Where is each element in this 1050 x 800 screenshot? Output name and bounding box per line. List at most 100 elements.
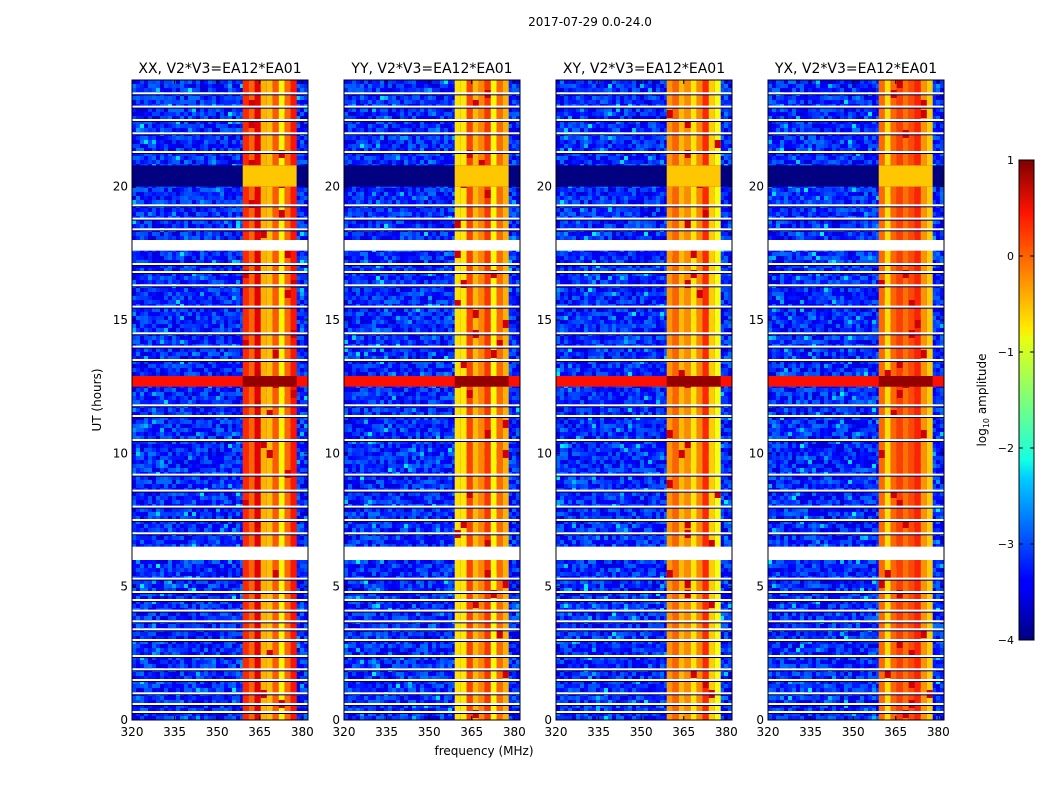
heatmap-cell xyxy=(148,296,152,300)
heatmap-cell xyxy=(224,464,228,468)
heatmap-cell xyxy=(188,388,192,392)
heatmap-cell xyxy=(236,316,240,320)
heatmap-cell xyxy=(220,340,224,344)
heatmap-cell xyxy=(204,224,208,228)
heatmap-cell xyxy=(180,460,184,464)
heatmap-cell xyxy=(236,500,240,504)
heatmap-cell xyxy=(212,408,216,412)
heatmap-cell xyxy=(148,412,152,416)
heatmap-cell xyxy=(240,348,244,352)
heatmap-cell xyxy=(296,460,300,464)
heatmap-cell xyxy=(188,420,192,424)
heatmap-cell xyxy=(132,100,136,104)
heatmap-cell xyxy=(232,236,236,240)
heatmap-cell xyxy=(224,88,228,92)
heatmap-cell xyxy=(232,80,236,84)
heatmap-cell xyxy=(224,500,228,504)
heatmap-cell xyxy=(152,348,156,352)
heatmap-cell xyxy=(148,96,152,100)
heatmap-cell xyxy=(148,224,152,228)
heatmap-cell xyxy=(212,296,216,300)
heatmap-cell xyxy=(220,476,224,480)
heatmap-cell xyxy=(200,232,204,236)
heatmap-cell xyxy=(184,324,188,328)
heatmap-cell xyxy=(160,512,164,516)
heatmap-cell xyxy=(140,316,144,320)
heatmap-cell xyxy=(196,88,200,92)
heatmap-cell xyxy=(184,492,188,496)
heatmap-cell xyxy=(296,372,300,376)
heatmap-cell xyxy=(204,516,208,520)
heatmap-cell xyxy=(156,500,160,504)
heatmap-cell xyxy=(220,140,224,144)
heatmap-cell xyxy=(140,452,144,456)
heatmap-cell xyxy=(216,220,220,224)
heatmap-cell xyxy=(212,340,216,344)
heatmap-cell xyxy=(240,260,244,264)
heatmap-cell xyxy=(232,368,236,372)
heatmap-cell xyxy=(148,252,152,256)
heatmap-cell xyxy=(188,112,192,116)
heatmap-cell xyxy=(236,432,240,436)
heatmap-cell xyxy=(224,128,228,132)
heatmap-cell xyxy=(168,368,172,372)
heatmap-cell xyxy=(212,268,216,272)
heatmap-cell xyxy=(156,484,160,488)
heatmap-cell xyxy=(304,116,308,120)
heatmap-cell xyxy=(148,324,152,328)
heatmap-cell xyxy=(144,140,148,144)
heatmap-cell xyxy=(192,340,196,344)
heatmap-cell xyxy=(168,508,172,512)
heatmap-cell xyxy=(220,456,224,460)
heatmap-cell xyxy=(300,392,304,396)
heatmap-cell xyxy=(228,140,232,144)
heatmap-cell xyxy=(148,452,152,456)
heatmap-cell xyxy=(196,492,200,496)
heatmap-cell xyxy=(200,188,204,192)
heatmap-cell xyxy=(236,148,240,152)
heatmap-cell xyxy=(296,388,300,392)
heatmap-cell xyxy=(184,100,188,104)
heatmap-cell xyxy=(192,352,196,356)
heatmap-cell xyxy=(212,192,216,196)
heatmap-cell xyxy=(224,224,228,228)
heatmap-cell xyxy=(220,160,224,164)
heatmap-cell xyxy=(132,444,136,448)
heatmap-cell xyxy=(164,364,168,368)
heatmap-cell xyxy=(208,144,212,148)
heatmap-cell xyxy=(188,156,192,160)
heatmap-cell xyxy=(168,160,172,164)
heatmap-cell xyxy=(212,96,216,100)
heatmap-cell xyxy=(144,352,148,356)
heatmap-cell xyxy=(176,496,180,500)
heatmap-cell xyxy=(232,524,236,528)
heatmap-cell xyxy=(188,260,192,264)
heatmap-cell xyxy=(304,328,308,332)
heatmap-cell xyxy=(296,320,300,324)
heatmap-cell xyxy=(220,236,224,240)
heatmap-cell xyxy=(192,516,196,520)
heatmap-cell xyxy=(192,140,196,144)
heatmap-cell xyxy=(216,368,220,372)
heatmap-cell xyxy=(176,192,180,196)
heatmap-cell xyxy=(152,252,156,256)
heatmap-cell xyxy=(216,200,220,204)
heatmap-cell xyxy=(172,516,176,520)
heatmap-cell xyxy=(136,140,140,144)
heatmap-cell xyxy=(156,400,160,404)
heatmap-cell xyxy=(204,144,208,148)
heatmap-cell xyxy=(140,420,144,424)
heatmap-cell xyxy=(164,500,168,504)
heatmap-cell xyxy=(208,468,212,472)
heatmap-cell xyxy=(184,428,188,432)
heatmap-cell xyxy=(156,224,160,228)
heatmap-cell xyxy=(132,460,136,464)
heatmap-cell xyxy=(168,336,172,340)
heatmap-cell xyxy=(300,340,304,344)
heatmap-cell xyxy=(176,460,180,464)
heatmap-cell xyxy=(140,524,144,528)
heatmap-cell xyxy=(236,288,240,292)
heatmap-cell xyxy=(132,192,136,196)
heatmap-cell xyxy=(136,340,140,344)
heatmap-cell xyxy=(136,508,140,512)
